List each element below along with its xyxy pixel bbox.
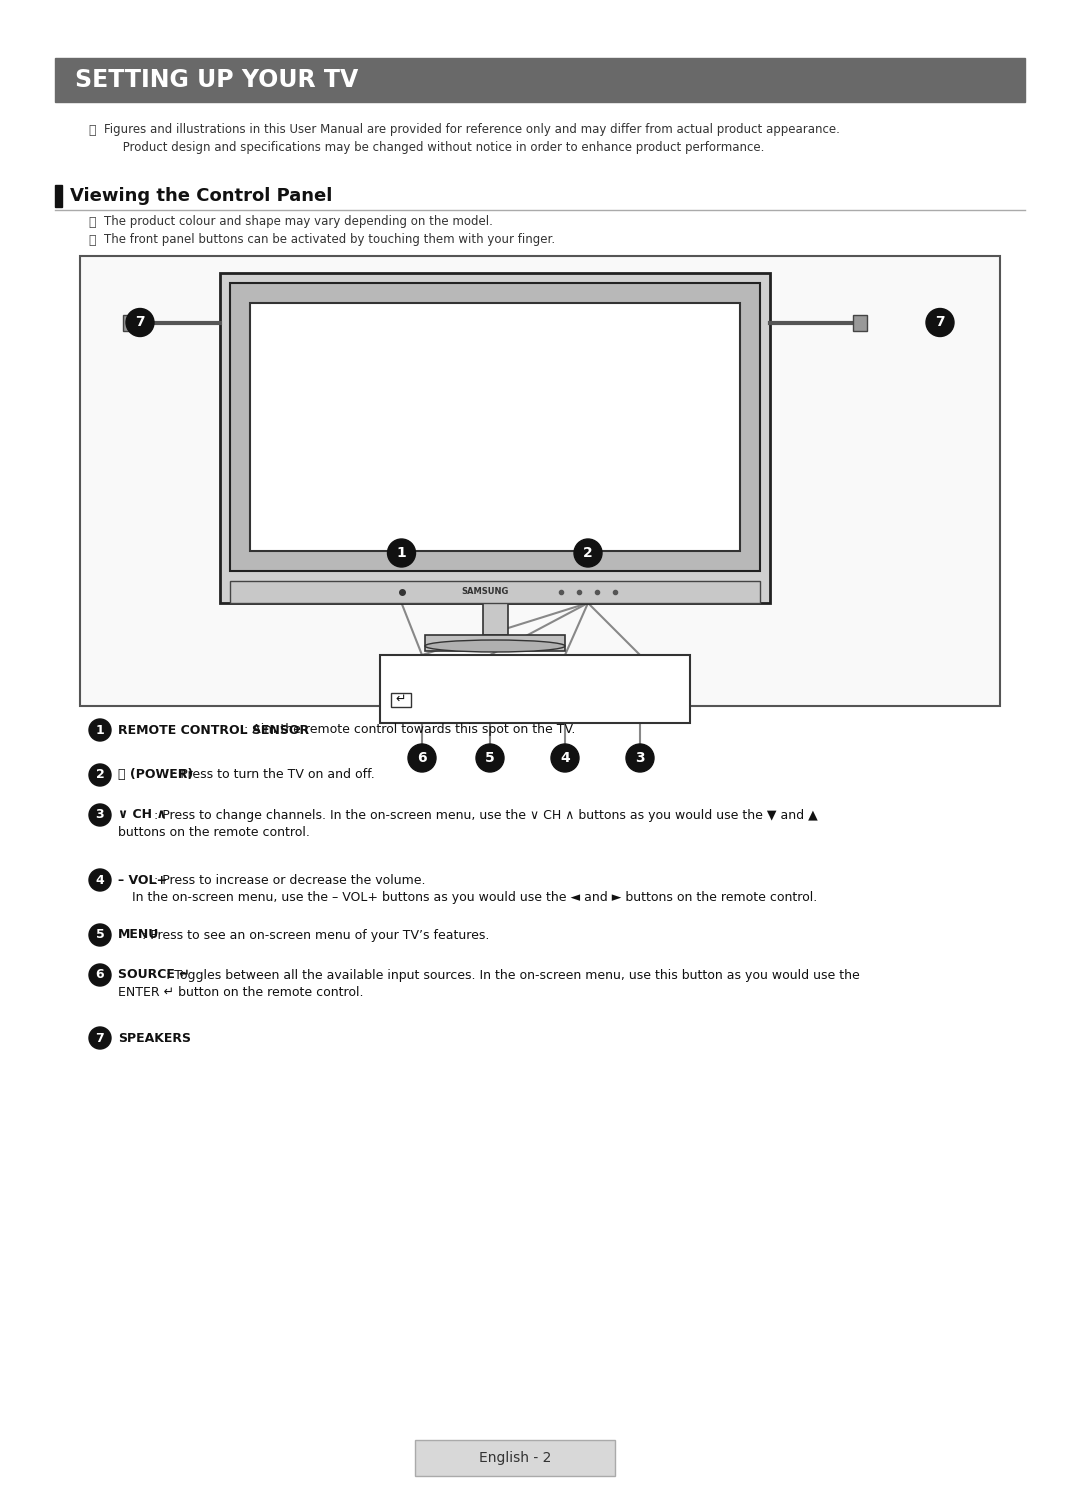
Bar [391,693,411,707]
Text: SAMSUNG: SAMSUNG [461,588,509,597]
Text: 6: 6 [417,751,427,765]
Circle shape [626,744,654,772]
Text: : Press to change channels. In the on-screen menu, use the ∨ CH ∧ buttons as you: : Press to change channels. In the on-sc… [154,808,818,821]
Circle shape [926,308,954,336]
Circle shape [573,539,602,567]
Text: 6: 6 [96,969,105,982]
Text: SPEAKERS: SPEAKERS [118,1031,191,1045]
Text: 4: 4 [96,873,105,887]
Bar [55,185,62,207]
Text: 7: 7 [135,315,145,329]
Text: –VOL+: –VOL+ [522,679,564,692]
Text: – VOL+: – VOL+ [118,873,167,887]
Text: 7: 7 [935,315,945,329]
Circle shape [89,924,111,946]
Text: MENU: MENU [450,679,489,692]
Text: 5: 5 [96,929,105,942]
Text: 2: 2 [583,546,593,559]
Text: ENTER ↵ button on the remote control.: ENTER ↵ button on the remote control. [118,987,364,1000]
Text: REMOTE CONTROL SENSOR: REMOTE CONTROL SENSOR [118,723,309,737]
Circle shape [89,1027,111,1049]
Circle shape [89,804,111,826]
Circle shape [388,539,416,567]
Text: Ⓝ: Ⓝ [87,124,95,137]
Text: Figures and illustrations in this User Manual are provided for reference only an: Figures and illustrations in this User M… [104,124,840,137]
Text: SOURCE ↵: SOURCE ↵ [118,969,190,982]
Text: : Toggles between all the available input sources. In the on-screen menu, use th: : Toggles between all the available inpu… [166,969,860,982]
Bar [426,635,565,652]
Bar [230,580,760,603]
Text: 5: 5 [485,751,495,765]
Text: Ⓝ: Ⓝ [87,216,95,229]
Text: : Aim the remote control towards this spot on the TV.: : Aim the remote control towards this sp… [244,723,576,737]
Text: 3: 3 [96,808,105,821]
Circle shape [476,744,504,772]
Text: Product design and specifications may be changed without notice in order to enha: Product design and specifications may be… [104,141,765,155]
Text: : Press to see an on-screen menu of your TV’s features.: : Press to see an on-screen menu of your… [141,929,489,942]
Text: ⏻ (POWER): ⏻ (POWER) [118,768,193,781]
Bar [249,304,740,551]
Text: buttons on the remote control.: buttons on the remote control. [118,826,310,839]
Bar [220,272,770,603]
Text: : Press to increase or decrease the volume.: : Press to increase or decrease the volu… [154,873,426,887]
Bar [415,1440,615,1476]
Circle shape [89,869,111,891]
Text: The product colour and shape may vary depending on the model.: The product colour and shape may vary de… [104,216,492,229]
Circle shape [89,964,111,987]
Text: ↵: ↵ [395,692,405,705]
Text: ∨ CH ∧: ∨ CH ∧ [597,679,643,692]
Bar [483,603,508,635]
Bar [853,314,867,330]
Ellipse shape [426,640,565,652]
Circle shape [551,744,579,772]
Text: 1: 1 [396,546,406,559]
Circle shape [89,719,111,741]
Text: 2: 2 [96,768,105,781]
Text: ∨ CH ∧: ∨ CH ∧ [118,808,166,821]
Bar [80,256,1000,705]
Text: 7: 7 [96,1031,105,1045]
Text: The front panel buttons can be activated by touching them with your finger.: The front panel buttons can be activated… [104,234,555,247]
Text: 4: 4 [561,751,570,765]
Text: : Press to turn the TV on and off.: : Press to turn the TV on and off. [172,768,375,781]
Bar [380,655,690,723]
Text: 1: 1 [96,723,105,737]
Bar [55,58,1025,103]
Text: MENU: MENU [118,929,159,942]
Bar [123,314,137,330]
Text: SETTING UP YOUR TV: SETTING UP YOUR TV [75,68,359,92]
Circle shape [89,763,111,786]
Circle shape [126,308,154,336]
Text: Ⓝ: Ⓝ [87,234,95,247]
Bar [230,283,760,571]
Text: English - 2: English - 2 [478,1451,551,1466]
Text: SOURCE: SOURCE [395,670,446,680]
Text: Viewing the Control Panel: Viewing the Control Panel [70,187,333,205]
Text: 3: 3 [635,751,645,765]
Text: In the on-screen menu, use the – VOL+ buttons as you would use the ◄ and ► butto: In the on-screen menu, use the – VOL+ bu… [132,891,818,905]
Circle shape [408,744,436,772]
